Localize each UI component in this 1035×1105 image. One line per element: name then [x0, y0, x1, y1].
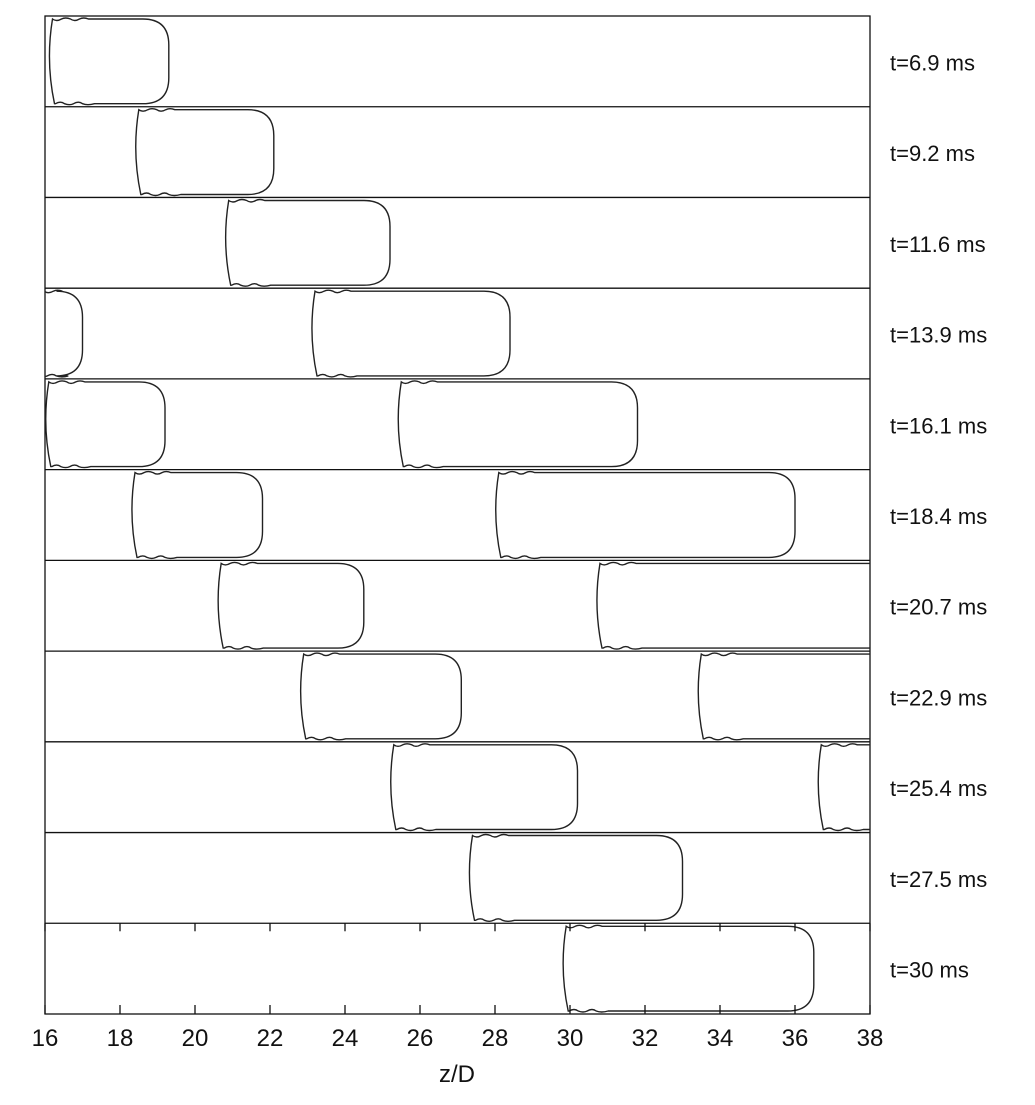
panel-bubbles: [468, 833, 684, 922]
bubble-interface: [397, 380, 639, 469]
panel-bubbles: [135, 108, 275, 197]
bubble-interface: [697, 652, 870, 741]
panel-time-label: t=22.9 ms: [890, 685, 987, 710]
panel-bubbles: [390, 743, 870, 832]
panel-time-label: t=25.4 ms: [890, 776, 987, 801]
bubble-interface: [390, 743, 579, 832]
panel-time-label: t=16.1 ms: [890, 413, 987, 438]
panel-bubbles: [562, 924, 815, 1013]
x-tick-label: 36: [782, 1025, 809, 1052]
panel-time-label: t=11.6 ms: [890, 232, 986, 257]
x-tick-label: 28: [482, 1025, 509, 1052]
panel-time-label: t=9.2 ms: [890, 141, 975, 166]
bubble-interface: [45, 289, 84, 378]
bubble-interface: [48, 17, 170, 106]
panel-time-label: t=6.9 ms: [890, 50, 975, 75]
panel-bubbles: [299, 652, 870, 741]
bubble-interface: [468, 833, 684, 922]
bubble-interface: [817, 743, 870, 832]
panel-bubbles: [48, 17, 170, 106]
x-tick-label: 22: [257, 1025, 284, 1052]
x-tick-label: 26: [407, 1025, 434, 1052]
x-tick-label: 16: [32, 1025, 59, 1052]
panel-bubbles: [45, 289, 511, 378]
panels: t=6.9 ms t=9.2 ms t=11.6 ms t=13.9 ms t=16.1…: [44, 15, 987, 1015]
plot-frame: [44, 15, 871, 1015]
x-tick-label: 34: [707, 1025, 734, 1052]
bubble-interface: [562, 924, 815, 1013]
panel-time-label: t=30 ms: [890, 958, 969, 983]
bubble-interface: [299, 652, 462, 741]
bubble-interface: [224, 198, 391, 287]
panel-bubbles: [217, 561, 870, 650]
x-axis: 16 18 20 22 24 26 28 30 32 34 36 38: [32, 923, 884, 1052]
panel-time-label: t=27.5 ms: [890, 867, 987, 892]
x-tick-label: 18: [107, 1025, 134, 1052]
bubble-interface: [135, 108, 275, 197]
x-tick-label: 32: [632, 1025, 659, 1052]
panel-time-label: t=18.4 ms: [890, 504, 987, 529]
panel-time-label: t=13.9 ms: [890, 323, 987, 348]
bubble-interface: [217, 561, 365, 650]
x-tick-label: 20: [182, 1025, 209, 1052]
panel-time-label: t=20.7 ms: [890, 595, 987, 620]
x-tick-label: 38: [857, 1025, 884, 1052]
x-tick-label: 30: [557, 1025, 584, 1052]
panel-bubbles: [45, 380, 639, 469]
bubble-interface: [45, 380, 166, 469]
bubble-interface: [495, 470, 796, 560]
bubble-interface: [131, 470, 264, 560]
bubble-interface: [596, 561, 870, 650]
panel-bubbles: [224, 198, 391, 287]
bubble-interface: [311, 289, 511, 378]
x-tick-label: 24: [332, 1025, 359, 1052]
panel-bubbles: [131, 470, 796, 560]
x-axis-label: z/D: [439, 1061, 475, 1088]
